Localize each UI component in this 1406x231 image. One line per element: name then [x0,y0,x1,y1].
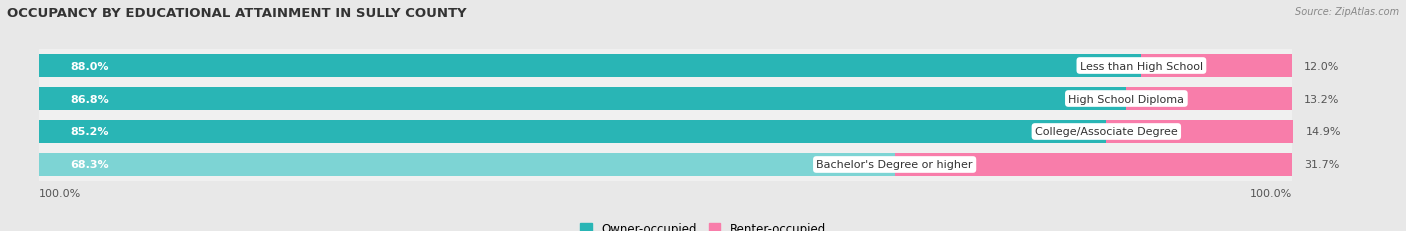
Bar [39,83,1292,116]
Text: Source: ZipAtlas.com: Source: ZipAtlas.com [1295,7,1399,17]
Bar [39,87,1126,111]
Bar [894,153,1292,177]
Bar [1107,120,1294,144]
Bar [39,153,894,177]
Text: 86.8%: 86.8% [70,94,110,104]
Text: 100.0%: 100.0% [39,188,82,198]
Text: 14.9%: 14.9% [1306,127,1341,137]
Bar [39,148,1292,181]
Text: 100.0%: 100.0% [1250,188,1292,198]
Bar [1142,54,1292,78]
Text: 85.2%: 85.2% [70,127,108,137]
Bar [39,50,1292,83]
Text: High School Diploma: High School Diploma [1069,94,1184,104]
Bar [39,116,1292,148]
Text: 68.3%: 68.3% [70,160,110,170]
Bar [39,54,1142,78]
Text: College/Associate Degree: College/Associate Degree [1035,127,1178,137]
Text: OCCUPANCY BY EDUCATIONAL ATTAINMENT IN SULLY COUNTY: OCCUPANCY BY EDUCATIONAL ATTAINMENT IN S… [7,7,467,20]
Text: Bachelor's Degree or higher: Bachelor's Degree or higher [817,160,973,170]
Text: 31.7%: 31.7% [1305,160,1340,170]
Text: 12.0%: 12.0% [1305,61,1340,71]
Text: 13.2%: 13.2% [1305,94,1340,104]
Legend: Owner-occupied, Renter-occupied: Owner-occupied, Renter-occupied [575,217,831,231]
Bar [1126,87,1292,111]
Text: 88.0%: 88.0% [70,61,108,71]
Bar [39,120,1107,144]
Text: Less than High School: Less than High School [1080,61,1204,71]
